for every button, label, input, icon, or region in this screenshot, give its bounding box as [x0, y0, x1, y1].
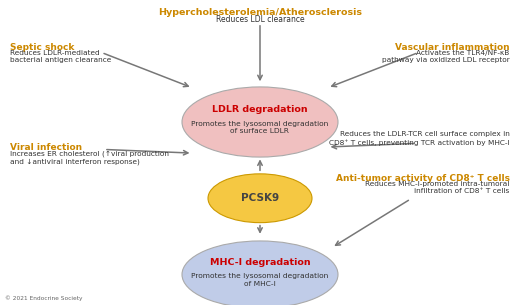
- Text: Septic shock: Septic shock: [10, 43, 75, 52]
- Text: MHC-I degradation: MHC-I degradation: [210, 258, 310, 267]
- Text: LDLR degradation: LDLR degradation: [212, 105, 308, 114]
- Text: Increases ER cholesterol (↑viral production
and ↓antiviral interferon response): Increases ER cholesterol (↑viral product…: [10, 150, 170, 165]
- Text: Promotes the lysosomal degradation
of MHC-I: Promotes the lysosomal degradation of MH…: [191, 273, 329, 287]
- Text: © 2021 Endocrine Society: © 2021 Endocrine Society: [5, 296, 83, 301]
- Text: Promotes the lysosomal degradation
of surface LDLR: Promotes the lysosomal degradation of su…: [191, 120, 329, 135]
- Text: Reduces LDL clearance: Reduces LDL clearance: [216, 15, 304, 24]
- Ellipse shape: [208, 174, 312, 223]
- Text: Vascular inflammation: Vascular inflammation: [395, 43, 510, 52]
- Ellipse shape: [182, 87, 338, 157]
- Ellipse shape: [182, 241, 338, 305]
- Text: Reduces MHC-I-promoted intra-tumoral
infiltration of CD8⁺ T cells: Reduces MHC-I-promoted intra-tumoral inf…: [365, 181, 510, 194]
- Text: Hypercholesterolemia/Atherosclerosis: Hypercholesterolemia/Atherosclerosis: [158, 8, 362, 17]
- Text: PCSK9: PCSK9: [241, 193, 279, 203]
- Text: Activates the TLR4/NF-κB
pathway via oxidized LDL receptor: Activates the TLR4/NF-κB pathway via oxi…: [382, 50, 510, 63]
- Text: Anti-tumor activity of CD8⁺ T cells: Anti-tumor activity of CD8⁺ T cells: [335, 174, 510, 183]
- Text: Reduces the LDLR-TCR cell surface complex in
CD8⁺ T cells, preventing TCR activa: Reduces the LDLR-TCR cell surface comple…: [329, 131, 510, 145]
- Text: Reduces LDLR-mediated
bacterial antigen clearance: Reduces LDLR-mediated bacterial antigen …: [10, 50, 112, 63]
- Text: Viral infection: Viral infection: [10, 143, 83, 152]
